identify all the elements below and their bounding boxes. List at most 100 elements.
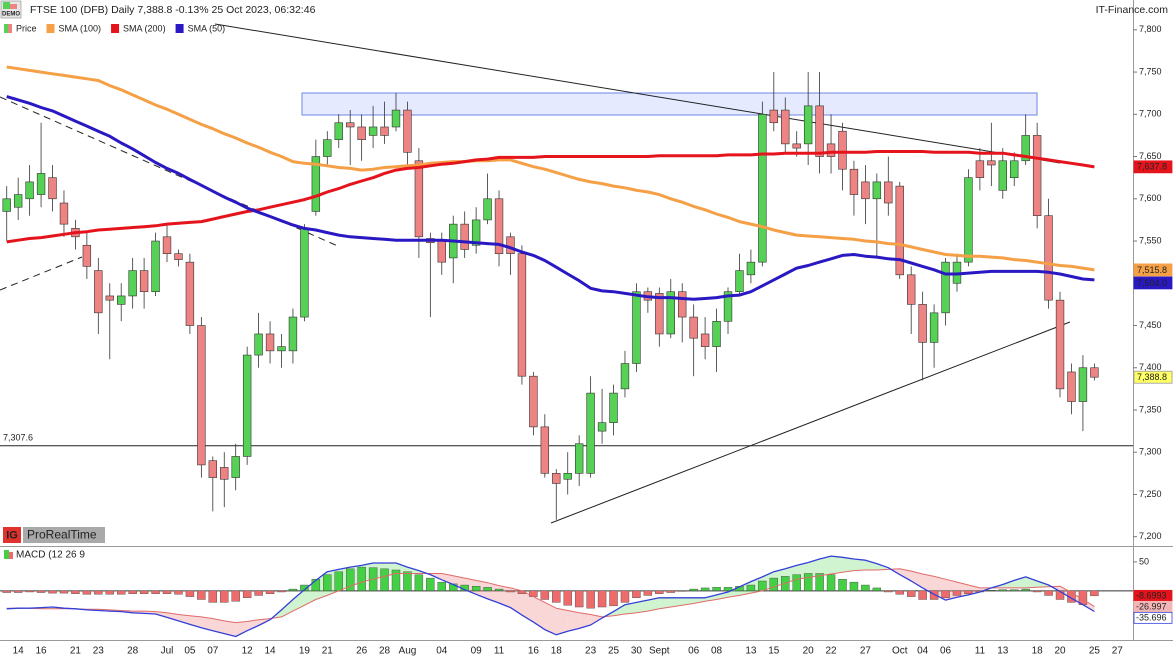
macd-cloud (682, 597, 694, 606)
histogram-bar (1021, 588, 1030, 592)
candle-body (2, 198, 11, 212)
x-tick-label: 18 (551, 646, 563, 657)
legend-icon (4, 550, 9, 559)
histogram-bar (380, 568, 389, 592)
histogram-bar (586, 590, 595, 609)
candle-body (1055, 299, 1065, 390)
value-box-label: -26.997 (1136, 602, 1167, 612)
candle-body (895, 185, 904, 276)
macd-cloud (567, 610, 580, 632)
line (6, 568, 1095, 624)
macd-cloud (212, 618, 225, 634)
x-tick-label: 25 (608, 646, 620, 657)
macd-cloud (178, 614, 190, 625)
value-box-label: 7,504.0 (1137, 278, 1167, 288)
watermark-box (23, 527, 105, 543)
candle-body (277, 346, 286, 352)
x-tick-label: 12 (242, 646, 254, 657)
x-tick-label: 25 (1089, 646, 1101, 657)
candle-body (941, 261, 950, 314)
x-tick-label: 22 (825, 646, 837, 657)
x-tick-label: 14 (264, 646, 276, 657)
panel-title: MACD (12 26 9 (16, 550, 85, 561)
histogram-bar (48, 590, 57, 594)
candle-body (758, 114, 767, 263)
candle-body (36, 173, 46, 195)
histogram-bar (861, 584, 870, 592)
y-tick-label: 7,400 (1139, 362, 1162, 372)
macd-cloud (510, 587, 522, 616)
macd-cloud (167, 612, 179, 621)
histogram-bar (746, 584, 756, 592)
histogram-bar (666, 590, 675, 593)
candle-body (59, 202, 69, 225)
x-tick-label: Aug (399, 646, 417, 657)
histogram-bar (59, 590, 69, 594)
histogram-bar (185, 590, 195, 597)
watermark-text: ProRealTime (27, 528, 97, 542)
candle-body (1021, 135, 1030, 162)
candle-body (655, 293, 664, 335)
candle-body (597, 422, 607, 432)
x-tick-label: 20 (803, 646, 815, 657)
candle-body (265, 333, 275, 352)
candle-body (712, 320, 721, 347)
histogram-bar (529, 590, 538, 597)
candle-body (403, 109, 412, 153)
legend-swatch (111, 24, 120, 33)
x-tick-label: 26 (356, 646, 368, 657)
candle-body (391, 109, 401, 128)
y-tick-label: 7,450 (1139, 320, 1162, 330)
candle-body (838, 130, 847, 170)
macd-cloud (808, 558, 820, 578)
histogram-bar (552, 590, 561, 603)
histogram-bar (357, 566, 366, 592)
macd-cloud (899, 568, 912, 581)
histogram-bar (231, 590, 240, 602)
candle-body (13, 194, 23, 208)
candle-body (25, 181, 34, 200)
candle-body (471, 219, 481, 246)
x-tick-label: 19 (299, 646, 311, 657)
histogram-bar (197, 590, 206, 600)
histogram-bar (1090, 590, 1099, 597)
histogram-bar (609, 590, 618, 607)
candle-body (872, 181, 882, 200)
macd-cloud (842, 557, 854, 573)
legend-swatch (4, 24, 8, 33)
candle-body (907, 274, 916, 305)
histogram-bar (391, 569, 401, 592)
histogram-bar (483, 587, 492, 592)
x-tick-label: 14 (13, 646, 25, 657)
legend-label: Price (16, 23, 37, 33)
candle-body (987, 160, 996, 166)
candle-body (826, 143, 836, 157)
candle-body (781, 109, 790, 145)
candle-body (105, 295, 114, 301)
x-tick-label: Jul (161, 646, 174, 657)
candle-body (242, 354, 252, 457)
histogram-bar (220, 590, 229, 603)
histogram-bar (300, 584, 309, 592)
level-box (0, 431, 36, 444)
candle-body (346, 122, 355, 128)
candle-body (483, 198, 492, 221)
x-tick-label: 28 (127, 646, 139, 657)
histogram-bar (540, 590, 550, 600)
histogram-bar (117, 590, 126, 595)
candle-body (563, 473, 572, 480)
histogram-bar (345, 568, 355, 592)
histogram-bar (769, 577, 779, 592)
histogram-bar (632, 590, 641, 598)
macd-cloud (201, 616, 213, 631)
macd-cloud (670, 597, 683, 608)
histogram-bar (620, 590, 630, 603)
candle-body (334, 122, 343, 140)
x-tick-label: 04 (917, 646, 929, 657)
candle-body (620, 363, 630, 390)
histogram-bar (700, 587, 710, 592)
histogram-bar (414, 574, 424, 592)
histogram-bar (174, 590, 183, 595)
